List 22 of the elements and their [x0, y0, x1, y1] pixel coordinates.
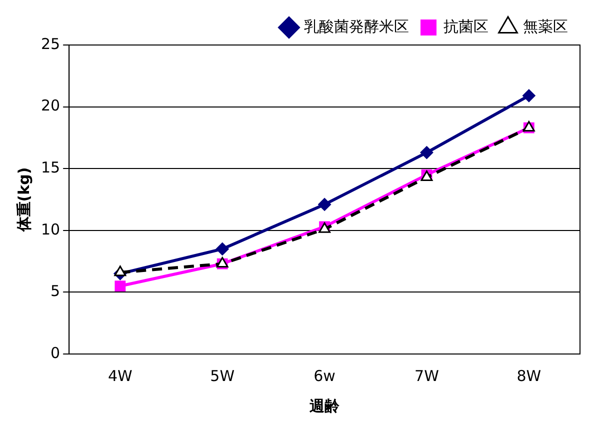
x-tick-label: 7W [414, 366, 440, 385]
y-tick-label: 10 [40, 220, 60, 238]
point [114, 266, 126, 276]
y-axis-title: 体重(kg) [14, 167, 33, 233]
legend-label: 抗菌区 [444, 17, 488, 36]
x-axis-title: 週齢 [308, 396, 341, 415]
legend-label: 乳酸菌発酵米区 [304, 17, 409, 36]
point [114, 280, 126, 292]
y-tick-label: 0 [50, 344, 60, 362]
x-tick-label: 5W [210, 366, 235, 385]
point [216, 242, 229, 256]
x-tick-label: 4W [108, 366, 133, 385]
point [420, 146, 434, 160]
y-tick-label: 20 [40, 96, 60, 115]
y-tick-label: 25 [40, 34, 60, 53]
y-tick-label: 15 [40, 158, 60, 176]
x-tick-label: 6w [314, 366, 336, 385]
x-tick-label: 8W [516, 366, 542, 385]
y-tick-label: 5 [50, 282, 60, 300]
legend-label: 無薬区 [523, 17, 568, 36]
point [522, 89, 536, 102]
point [318, 198, 332, 211]
